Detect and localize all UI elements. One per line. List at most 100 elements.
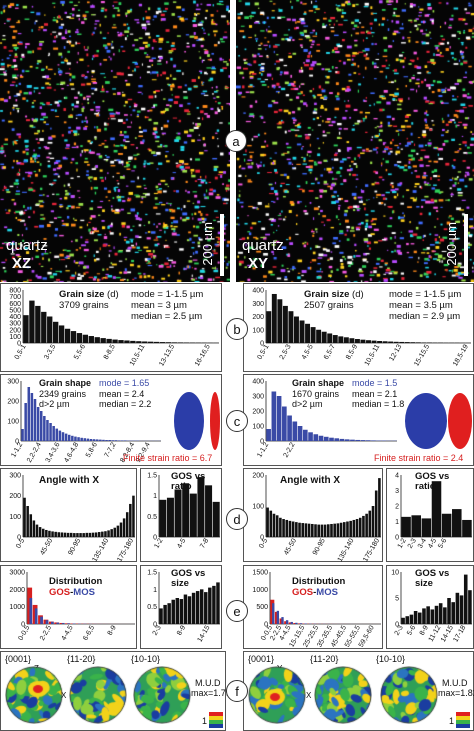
bar — [45, 529, 48, 537]
bar — [441, 513, 452, 537]
bar — [183, 594, 188, 624]
bar — [208, 587, 212, 624]
pole-label-0001: {0001} — [5, 654, 32, 664]
chart-title: GOS vs size — [171, 569, 205, 589]
bars — [27, 587, 135, 624]
bar — [298, 522, 301, 537]
pole-label-10-10: {10-10} — [376, 654, 406, 664]
bar — [39, 411, 43, 441]
stat-mean: mean = 3.5 µm — [389, 300, 453, 311]
bar — [112, 339, 118, 343]
bars — [266, 478, 381, 537]
panel-label-c: c — [226, 410, 248, 432]
mud-label: M.U.D — [195, 678, 221, 688]
y-tick-label: 0 — [153, 535, 157, 542]
bar — [455, 592, 460, 624]
bar — [401, 617, 405, 624]
x-tick-labels: 0,5-1 3-3,5 5,5-6 8-8,5 10,5-11 13-13,5 16-16,… — [14, 343, 212, 367]
grain-shape-stats: mode = 1.65 mean = 2.4 median = 2.2 — [99, 378, 151, 410]
map-mineral-label: quartz — [242, 237, 284, 254]
y-tick-label: 0 — [260, 535, 264, 542]
bar — [413, 611, 418, 624]
y-tick-label: 4 — [395, 473, 399, 480]
bar — [159, 499, 167, 537]
bar — [308, 432, 313, 441]
bar — [431, 481, 442, 537]
bar — [58, 430, 62, 441]
bar — [452, 509, 462, 537]
pole-figure-11-20 — [314, 666, 372, 724]
bar — [46, 420, 49, 441]
bar — [276, 396, 282, 441]
grain-size-stats: mode = 1-1.5 µm mean = 3.5 µm median = 2… — [389, 289, 461, 322]
scale-bar — [464, 214, 468, 276]
bar — [179, 599, 184, 624]
pole-figure-10-10 — [133, 666, 191, 724]
y-tick-label: 500 — [9, 307, 21, 314]
chart-title-line1: GOS vs — [171, 568, 206, 579]
bar — [421, 518, 432, 537]
stat-mean: mean = 3 µm — [131, 300, 187, 311]
bar — [136, 341, 142, 343]
angle-panel-xz: 0 100 200 300 0-5 45-50 90-95 135-140 175-180 An… — [0, 468, 137, 563]
x-tick-label: 6,5-7 — [323, 343, 337, 360]
bar — [368, 510, 372, 537]
y-tick-label: 1000 — [252, 587, 268, 594]
bar — [69, 532, 73, 537]
strain-ellipse-red — [448, 393, 472, 449]
bar-mos — [61, 623, 65, 624]
bar — [159, 608, 163, 624]
bar — [71, 435, 74, 441]
bar — [82, 334, 89, 343]
bar — [279, 517, 282, 537]
bar — [282, 406, 287, 441]
bar — [288, 520, 292, 537]
gos-size-panel-xz: 0 0.5 1 1.5 2-3 8-9 14-15 GOS vs size — [140, 565, 222, 649]
color-scale-legend — [456, 712, 470, 728]
strain-ellipse-blue — [405, 393, 447, 449]
bar — [468, 590, 472, 624]
bar — [362, 515, 365, 537]
chart-title: Grain size — [304, 289, 350, 300]
grain-shape-chart-xy: 0 100 200 300 400 1-1,2 2-2,2 — [252, 379, 397, 459]
bar — [191, 592, 196, 624]
x-tick-label: 8-9 — [107, 624, 118, 636]
bar — [102, 439, 105, 441]
bar — [338, 336, 344, 343]
bars — [23, 300, 219, 343]
bars — [266, 391, 397, 441]
legend-dash: - — [70, 587, 74, 598]
pole-label-11-20: {11-20} — [67, 654, 96, 664]
bar — [92, 439, 96, 441]
bar — [129, 503, 132, 537]
bar — [275, 515, 279, 537]
bar — [43, 416, 46, 441]
bar — [401, 516, 411, 537]
gos-ratio-panel-xz: 0 0.5 1 1.5 1-2 4-5 7-8 GOS vs ratio — [140, 468, 222, 562]
bar — [117, 440, 121, 441]
chart-title-line1: GOS vs — [171, 471, 206, 482]
bar — [393, 341, 399, 343]
bar — [307, 523, 311, 537]
bar — [463, 574, 468, 624]
y-tick-label: 0 — [17, 341, 21, 348]
bar — [343, 337, 349, 343]
x-tick-label: 2,5-3 — [279, 343, 293, 360]
scale-bar-label: 200 µm — [444, 222, 459, 266]
bar — [371, 506, 375, 537]
chart-title-line1: GOS vs — [415, 568, 450, 579]
bar — [77, 437, 80, 441]
bar — [212, 585, 216, 624]
bar — [57, 532, 61, 537]
x-tick-labels: 0-5 45-50 90-95 135-140 175-180 — [258, 537, 381, 563]
bar — [366, 340, 371, 343]
distribution-legend: Distribution GOS-MOS — [49, 576, 102, 598]
x-tick-labels: 0-5 45-50 90-95 135-140 175-180 — [15, 537, 135, 563]
bar — [108, 440, 111, 441]
bar — [459, 595, 464, 624]
bar — [216, 582, 220, 624]
x-tick-label: 17-18 — [452, 624, 467, 643]
y-tick-label: 0 — [153, 622, 157, 629]
bar — [378, 478, 381, 537]
x-tick-label: 4-5 — [176, 537, 187, 549]
